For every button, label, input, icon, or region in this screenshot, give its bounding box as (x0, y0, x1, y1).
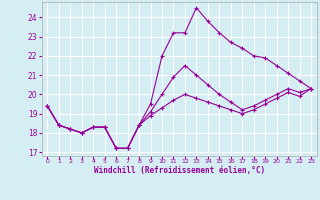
X-axis label: Windchill (Refroidissement éolien,°C): Windchill (Refroidissement éolien,°C) (94, 166, 265, 175)
